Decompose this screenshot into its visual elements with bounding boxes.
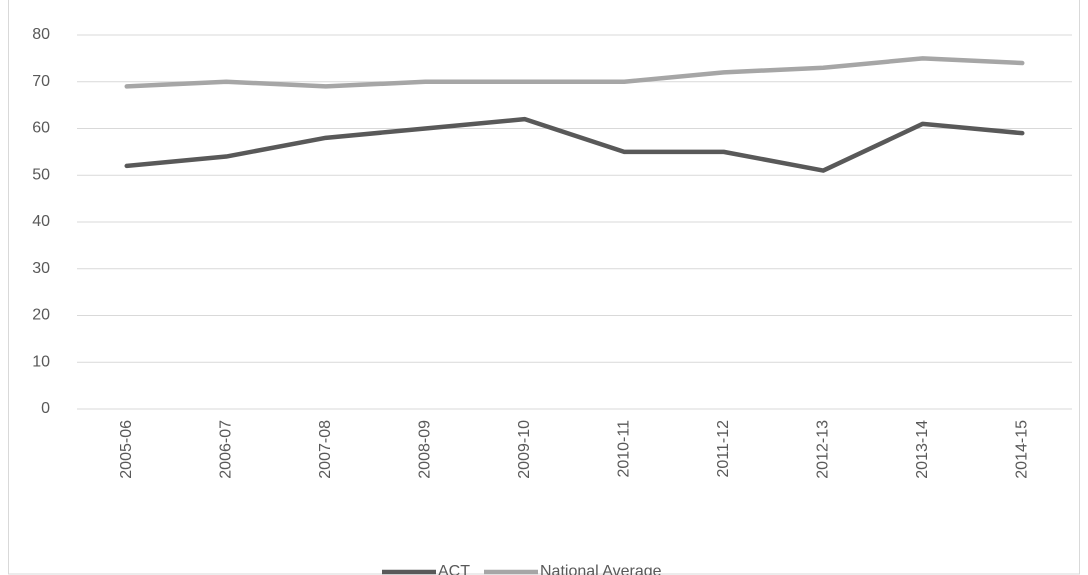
y-tick-label: 30	[32, 260, 50, 277]
y-tick-label: 70	[32, 73, 50, 90]
x-tick-label: 2006-07	[217, 420, 234, 479]
y-tick-label: 10	[32, 353, 50, 370]
x-tick-label: 2013-14	[914, 420, 931, 479]
x-tick-label: 2014-15	[1013, 420, 1030, 479]
y-tick-label: 80	[32, 26, 50, 43]
y-tick-label: 50	[32, 166, 50, 183]
x-tick-label: 2008-09	[416, 420, 433, 479]
series-line	[124, 116, 1025, 173]
y-tick-label: 40	[32, 213, 50, 230]
legend-label: National Average	[540, 563, 662, 575]
chart-border	[8, 0, 1080, 575]
legend-label: ACT	[438, 563, 470, 575]
y-tick-label: 60	[32, 120, 50, 137]
x-tick-label: 2007-08	[317, 420, 334, 479]
x-tick-label: 2009-10	[516, 420, 533, 479]
y-tick-label: 0	[41, 400, 50, 417]
series-line	[124, 56, 1025, 89]
x-tick-label: 2005-06	[118, 420, 135, 479]
x-tick-label: 2011-12	[715, 420, 732, 478]
y-tick-label: 20	[32, 307, 50, 324]
x-tick-label: 2010-11	[615, 420, 632, 478]
x-tick-label: 2012-13	[814, 420, 831, 479]
